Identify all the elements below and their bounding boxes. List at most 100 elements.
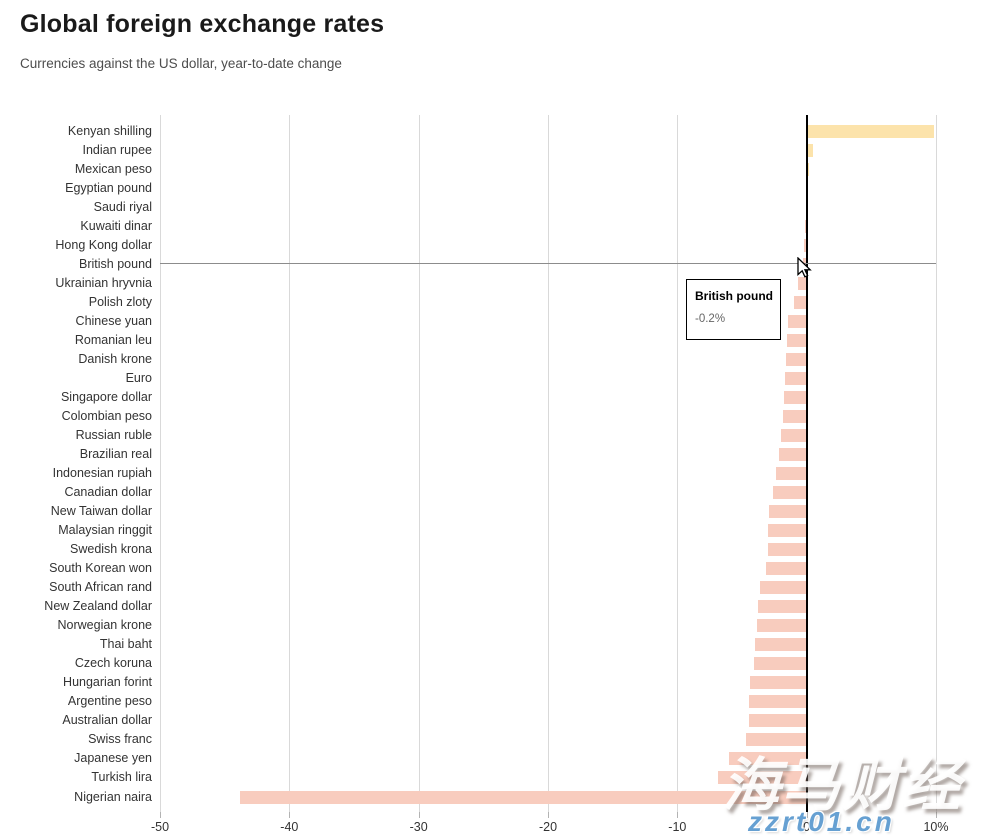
category-label: Brazilian real bbox=[79, 446, 152, 461]
page-subtitle: Currencies against the US dollar, year-t… bbox=[20, 56, 342, 71]
bar-swedish-krona[interactable] bbox=[767, 543, 806, 557]
category-label: Indonesian rupiah bbox=[52, 466, 152, 480]
category-label: Argentine peso bbox=[67, 694, 152, 709]
category-label: Turkish lira bbox=[91, 770, 152, 785]
tooltip-value: -0.2% bbox=[695, 313, 726, 325]
bar-indonesian-rupiah[interactable] bbox=[775, 467, 806, 480]
bar-colombian-peso[interactable] bbox=[783, 409, 806, 423]
category-label: Polish zloty bbox=[88, 294, 152, 309]
x-axis-tick bbox=[418, 812, 420, 818]
bar-nigerian-naira[interactable] bbox=[240, 790, 806, 804]
category-label: Chinese yuan bbox=[75, 313, 152, 328]
x-axis-tick-label: -30 bbox=[409, 820, 428, 834]
category-label: New Taiwan dollar bbox=[50, 504, 152, 519]
plot-area bbox=[160, 115, 937, 818]
x-axis-tick-label: 0 bbox=[803, 820, 811, 834]
bar-south-african-rand[interactable] bbox=[759, 581, 806, 595]
hover-crosshair-line bbox=[160, 263, 936, 264]
category-label: Singapore dollar bbox=[60, 389, 152, 404]
gridline bbox=[548, 115, 549, 812]
bar-thai-baht[interactable] bbox=[754, 638, 806, 652]
gridline bbox=[936, 115, 937, 812]
zero-axis-line bbox=[805, 115, 808, 812]
watermark-url-text: zzrt01.cn bbox=[748, 806, 895, 837]
bar-czech-koruna[interactable] bbox=[753, 657, 806, 671]
category-label: Colombian peso bbox=[61, 408, 152, 423]
bar-argentine-peso[interactable] bbox=[749, 695, 806, 709]
category-label: South Korean won bbox=[49, 561, 152, 576]
bar-chinese-yuan[interactable] bbox=[787, 314, 806, 328]
category-label: Egyptian pound bbox=[65, 180, 152, 195]
category-label: Kenyan shilling bbox=[67, 123, 152, 138]
x-axis-tick bbox=[936, 812, 937, 818]
watermark-brand-text: 海马财经 bbox=[722, 753, 963, 818]
bar-kuwaiti-dinar[interactable] bbox=[804, 219, 806, 233]
category-label: Danish krone bbox=[78, 351, 152, 366]
category-label: Romanian leu bbox=[74, 332, 152, 347]
bar-swiss-franc[interactable] bbox=[746, 733, 806, 747]
bar-romanian-leu[interactable] bbox=[786, 333, 806, 347]
category-label: Norwegian krone bbox=[57, 618, 153, 633]
x-axis-tick bbox=[160, 812, 161, 818]
x-axis-tick-label: 10% bbox=[923, 820, 949, 834]
category-label: Mexican peso bbox=[74, 161, 152, 176]
bar-danish-krone[interactable] bbox=[785, 352, 806, 366]
bar-canadian-dollar[interactable] bbox=[772, 486, 806, 500]
category-label: Swiss franc bbox=[88, 732, 152, 747]
category-label: Swedish krona bbox=[70, 542, 152, 557]
category-label: British pound bbox=[79, 256, 152, 271]
x-axis-tick bbox=[677, 812, 679, 818]
x-axis-tick bbox=[289, 812, 291, 818]
category-label: Thai baht bbox=[99, 637, 152, 652]
bar-ukrainian-hryvnia[interactable] bbox=[797, 276, 806, 290]
bar-new-taiwan-dollar[interactable] bbox=[769, 505, 806, 519]
bar-japanese-yen[interactable] bbox=[729, 752, 806, 766]
category-label: Russian ruble bbox=[75, 427, 152, 442]
x-axis-tick-label: -50 bbox=[150, 820, 170, 834]
category-label: Hungarian forint bbox=[63, 675, 152, 690]
x-axis-tick bbox=[806, 812, 808, 818]
bar-brazilian-real[interactable] bbox=[778, 447, 806, 461]
gridline bbox=[289, 115, 291, 812]
bar-hong-kong-dollar[interactable] bbox=[804, 238, 806, 252]
bar-polish-zloty[interactable] bbox=[794, 295, 806, 309]
gridline bbox=[418, 115, 420, 812]
category-label: Japanese yen bbox=[74, 751, 152, 766]
category-label: Australian dollar bbox=[62, 713, 152, 728]
mouse-cursor-icon bbox=[797, 256, 814, 285]
category-label: New Zealand dollar bbox=[44, 599, 152, 614]
page-title: Global foreign exchange rates bbox=[20, 10, 385, 38]
category-label: Hong Kong dollar bbox=[55, 237, 152, 252]
category-label: Malaysian ringgit bbox=[58, 523, 152, 538]
bar-australian-dollar[interactable] bbox=[748, 714, 806, 728]
bar-turkish-lira[interactable] bbox=[717, 771, 806, 785]
bar-norwegian-krone[interactable] bbox=[756, 619, 806, 633]
category-label: Saudi riyal bbox=[93, 199, 152, 214]
bar-new-zealand-dollar[interactable] bbox=[758, 600, 806, 614]
bar-singapore-dollar[interactable] bbox=[783, 390, 806, 404]
bar-indian-rupee[interactable] bbox=[807, 143, 813, 157]
category-label: Czech koruna bbox=[74, 656, 152, 671]
gridline bbox=[677, 115, 679, 812]
category-label: Indian rupee bbox=[82, 142, 152, 157]
gridline bbox=[160, 115, 161, 812]
x-axis-tick-label: -10 bbox=[668, 820, 687, 834]
bar-mexican-peso[interactable] bbox=[807, 162, 809, 176]
bar-russian-ruble[interactable] bbox=[781, 428, 806, 442]
x-axis-tick-label: -20 bbox=[538, 820, 558, 834]
category-label: Canadian dollar bbox=[64, 485, 152, 500]
bar-kenyan-shilling[interactable] bbox=[807, 124, 935, 138]
x-axis-tick bbox=[548, 812, 549, 818]
category-label: Nigerian naira bbox=[74, 789, 152, 804]
category-label: Kuwaiti dinar bbox=[80, 218, 152, 233]
category-label: Euro bbox=[125, 370, 152, 385]
bar-euro[interactable] bbox=[784, 371, 806, 385]
bar-south-korean-won[interactable] bbox=[766, 562, 806, 576]
bar-hungarian-forint[interactable] bbox=[750, 676, 806, 690]
bar-malaysian-ringgit[interactable] bbox=[768, 524, 806, 538]
category-label: Ukrainian hryvnia bbox=[55, 275, 152, 290]
category-label: South African rand bbox=[49, 580, 152, 595]
x-axis-tick-label: -40 bbox=[280, 820, 299, 834]
